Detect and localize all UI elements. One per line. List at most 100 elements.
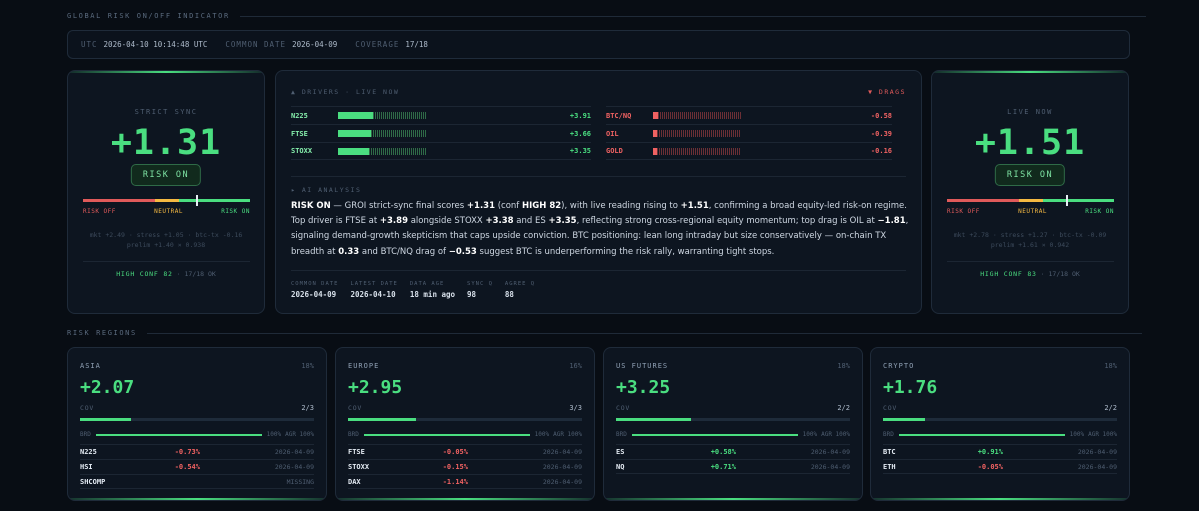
coverage-label: COV — [883, 404, 898, 412]
breadth-label: BRD — [616, 431, 627, 438]
common-date-label: COMMON DATE — [225, 40, 287, 49]
agreement-value: AGR 100% — [285, 431, 314, 438]
stat-value: 2026-04-10 — [350, 290, 396, 299]
asset-name: N225 — [80, 448, 97, 456]
coverage-bar — [348, 418, 582, 421]
table-row: FTSE -0.05% 2026-04-09 — [348, 444, 582, 459]
drag-row: BTC/NQ -0.58 — [606, 106, 892, 124]
contribution-bar — [338, 112, 426, 119]
panel-accent-line — [932, 71, 1128, 73]
stat-item: DATA AGE 18 min ago — [410, 281, 455, 299]
asset-name: BTC/NQ — [606, 111, 632, 120]
confidence-line: HIGH CONF 83 · 17/18 OK — [932, 270, 1128, 278]
confidence-value: HIGH CONF 83 — [980, 270, 1037, 278]
drivers-list: N225 +3.91 FTSE +3.66 STOXX +3.35 — [291, 106, 591, 160]
coverage-value: 3/3 — [569, 404, 582, 412]
region-card: CRYPTO 18% +1.76 COV 2/2 BRD 100% AGR 10… — [870, 347, 1130, 501]
breadth-row: BRD 100% AGR 100% — [348, 431, 582, 438]
contribution-bar — [653, 130, 741, 137]
drags-list: BTC/NQ -0.58 OIL -0.39 GOLD -0.16 — [606, 106, 892, 160]
driver-row: FTSE +3.66 — [291, 124, 591, 142]
asset-name: FTSE — [291, 129, 308, 138]
strict-sync-score: +1.31 — [110, 123, 222, 163]
coverage-label: COVERAGE — [355, 40, 400, 49]
stat-label: SYNC Q — [467, 281, 493, 287]
asset-date: 2026-04-09 — [1077, 448, 1117, 456]
asset-name: GOLD — [606, 147, 623, 155]
asset-date: 2026-04-09 — [274, 463, 314, 471]
coverage-bar-fill — [883, 418, 926, 421]
asset-name: ETH — [883, 462, 896, 471]
asset-date: 2026-04-09 — [542, 463, 582, 471]
component-breakdown: mkt +2.78 · stress +1.27 · btc-tx -0.09 — [953, 231, 1107, 239]
info-bar: UTC 2026-04-10 10:14:48 UTC COMMON DATE … — [67, 30, 1130, 59]
contribution-value: +3.35 — [569, 147, 591, 155]
risk-meter — [947, 195, 1114, 206]
drag-row: GOLD -0.16 — [606, 142, 892, 160]
region-score: +3.25 — [616, 377, 671, 398]
contribution-value: +3.66 — [569, 129, 591, 138]
asset-name: DAX — [348, 477, 361, 486]
stat-value: 88 — [504, 290, 514, 299]
contribution-bar — [338, 147, 426, 155]
contribution-value: -0.58 — [870, 111, 892, 120]
asset-name: FTSE — [348, 448, 365, 456]
region-table: N225 -0.73% 2026-04-09 HSI -0.54% 2026-0… — [80, 444, 314, 489]
asset-change: -0.05% — [442, 448, 468, 456]
asset-name: STOXX — [291, 147, 313, 155]
stats-row: COMMON DATE 2026-04-09 LATEST DATE 2026-0… — [291, 281, 547, 299]
region-card: US FUTURES 18% +3.25 COV 2/2 BRD 100% AG… — [603, 347, 863, 501]
breadth-value: 100% — [802, 431, 818, 438]
contribution-bar — [653, 112, 741, 119]
contribution-bar-fill — [338, 147, 369, 155]
breadth-bar — [898, 433, 1065, 436]
coverage-bar — [80, 418, 314, 421]
stat-label: LATEST DATE — [350, 281, 398, 287]
asset-name: STOXX — [348, 463, 370, 471]
breadth-row: BRD 100% AGR 100% — [883, 431, 1117, 438]
asset-name: OIL — [606, 129, 619, 138]
risk-on-badge: RISK ON — [130, 164, 202, 186]
driver-row: STOXX +3.35 — [291, 142, 591, 160]
confidence-value: HIGH CONF 82 — [116, 270, 173, 278]
region-score: +1.76 — [883, 377, 938, 398]
region-card: EUROPE 16% +2.95 COV 3/3 BRD 100% AGR 10… — [335, 347, 595, 501]
region-accent-line — [604, 498, 862, 500]
risk-meter-needle — [1066, 195, 1069, 206]
coverage-label: COV — [348, 404, 363, 412]
stat-item: COMMON DATE 2026-04-09 — [291, 281, 338, 299]
prelim-breakdown: prelim +1.61 × 0.942 — [990, 241, 1070, 249]
ai-analysis-label: ▸ AI ANALYSIS — [291, 186, 362, 194]
region-accent-line — [68, 498, 326, 500]
drags-header: ▼ DRAGS — [868, 88, 906, 96]
breadth-bar — [631, 433, 798, 436]
drivers-analysis-panel: ▲ DRIVERS · LIVE NOW ▼ DRAGS N225 +3.91 FT… — [275, 70, 922, 314]
asset-date: 2026-04-09 — [274, 448, 314, 456]
coverage-bar-fill — [616, 418, 691, 421]
asset-change: -0.15% — [442, 463, 468, 471]
region-card: ASIA 18% +2.07 COV 2/3 BRD 100% AGR 100%… — [67, 347, 327, 501]
region-table: ES +0.58% 2026-04-09 NQ +0.71% 2026-04-0… — [616, 444, 850, 474]
asset-date: 2026-04-09 — [1077, 462, 1117, 471]
region-table: FTSE -0.05% 2026-04-09 STOXX -0.15% 2026… — [348, 444, 582, 489]
table-row: ES +0.58% 2026-04-09 — [616, 444, 850, 459]
live-now-score: +1.51 — [974, 123, 1086, 163]
region-weight: 18% — [301, 362, 314, 370]
coverage-value: 2/3 — [301, 404, 314, 412]
region-accent-line — [871, 498, 1129, 500]
table-row: SHCOMP MISSING — [80, 474, 314, 489]
breadth-label: BRD — [883, 431, 894, 438]
coverage-value: 17/18 — [405, 40, 428, 49]
meter-risk-on-label: RISK ON — [1085, 208, 1114, 215]
table-row: STOXX -0.15% 2026-04-09 — [348, 459, 582, 474]
utc-label: UTC — [81, 40, 98, 49]
breadth-label: BRD — [348, 431, 359, 438]
region-score: +2.07 — [80, 377, 135, 398]
breadth-row: BRD 100% AGR 100% — [616, 431, 850, 438]
meter-risk-on-label: RISK ON — [221, 208, 250, 215]
table-row: N225 -0.73% 2026-04-09 — [80, 444, 314, 459]
asset-change: -0.73% — [174, 448, 200, 456]
stat-label: AGREE Q — [504, 281, 536, 287]
table-row: DAX -1.14% 2026-04-09 — [348, 474, 582, 489]
breadth-value: 100% — [266, 431, 282, 438]
